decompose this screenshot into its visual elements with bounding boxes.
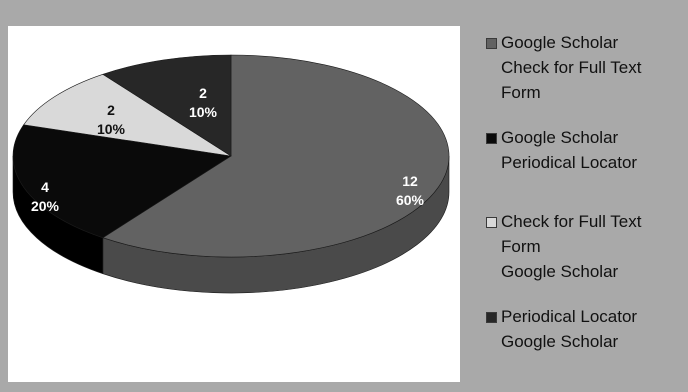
legend-swatch xyxy=(486,217,497,228)
legend-swatch xyxy=(486,38,497,49)
pie-labels: 12 60% 4 20% 2 10% 2 10% xyxy=(31,85,425,214)
pie-slice-2 xyxy=(23,73,232,157)
pie-slice-3 xyxy=(102,54,232,157)
legend-item: Periodical Locator Google Scholar xyxy=(484,304,684,354)
slice-percent-label-2: 10% xyxy=(97,121,126,137)
legend-label-line: Google Scholar xyxy=(501,332,619,351)
legend-label-line: Google Scholar xyxy=(501,128,619,147)
slice-value-label-3: 2 xyxy=(199,85,207,101)
slice-value-label-1: 4 xyxy=(41,179,49,195)
legend-label-line: Periodical Locator xyxy=(501,307,638,326)
legend-label-line: Google Scholar xyxy=(501,33,619,52)
legend-item: Check for Full Text Form Google Scholar xyxy=(484,209,684,284)
slice-percent-label-3: 10% xyxy=(189,104,218,120)
legend-item: Google Scholar Check for Full Text Form xyxy=(484,30,684,105)
legend-label-line: Check for Full Text xyxy=(501,58,642,77)
legend-label-line: Form xyxy=(501,83,541,102)
legend-swatch xyxy=(486,133,497,144)
slice-percent-label-0: 60% xyxy=(396,192,425,208)
legend-label-line: Periodical Locator xyxy=(501,153,638,172)
legend-label-line: Form xyxy=(501,237,541,256)
slice-value-label-0: 12 xyxy=(402,173,418,189)
slice-value-label-2: 2 xyxy=(107,102,115,118)
legend-label-line: Google Scholar xyxy=(501,262,619,281)
pie-slice-0 xyxy=(102,54,450,258)
slice-percent-label-1: 20% xyxy=(31,198,60,214)
legend-swatch xyxy=(486,312,497,323)
legend: Google Scholar Check for Full Text Form Goo… xyxy=(484,30,684,374)
legend-label-line: Check for Full Text xyxy=(501,212,642,231)
legend-item: Google Scholar Periodical Locator xyxy=(484,125,684,175)
pie-tops xyxy=(12,54,450,258)
pie-slice-1 xyxy=(12,124,232,239)
